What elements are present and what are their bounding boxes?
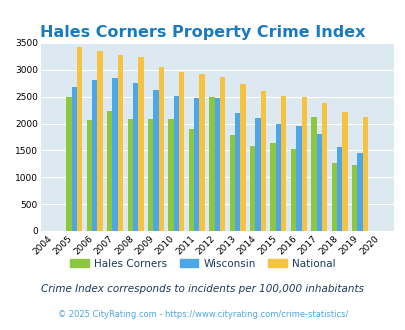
Bar: [158, 67, 164, 231]
Bar: [220, 77, 225, 231]
Bar: [240, 84, 245, 231]
Bar: [199, 74, 204, 231]
Bar: [301, 97, 306, 231]
Bar: [341, 112, 347, 231]
Bar: [107, 111, 112, 231]
Bar: [255, 118, 260, 231]
Bar: [168, 119, 173, 231]
Bar: [127, 119, 132, 231]
Bar: [66, 97, 71, 231]
Bar: [77, 47, 82, 231]
Bar: [153, 90, 158, 231]
Bar: [97, 51, 102, 231]
Bar: [356, 152, 362, 231]
Bar: [311, 117, 316, 231]
Bar: [194, 98, 199, 231]
Text: Hales Corners Property Crime Index: Hales Corners Property Crime Index: [40, 25, 365, 41]
Bar: [290, 149, 296, 231]
Bar: [270, 144, 275, 231]
Bar: [132, 83, 138, 231]
Bar: [275, 123, 280, 231]
Bar: [331, 163, 336, 231]
Bar: [173, 96, 179, 231]
Bar: [138, 57, 143, 231]
Legend: Hales Corners, Wisconsin, National: Hales Corners, Wisconsin, National: [66, 254, 339, 273]
Bar: [179, 72, 184, 231]
Bar: [188, 129, 194, 231]
Bar: [112, 78, 117, 231]
Bar: [148, 119, 153, 231]
Bar: [234, 113, 240, 231]
Bar: [87, 120, 92, 231]
Bar: [209, 97, 214, 231]
Bar: [280, 96, 286, 231]
Text: © 2025 CityRating.com - https://www.cityrating.com/crime-statistics/: © 2025 CityRating.com - https://www.city…: [58, 310, 347, 319]
Bar: [351, 165, 356, 231]
Bar: [362, 117, 367, 231]
Bar: [214, 98, 220, 231]
Bar: [117, 55, 123, 231]
Bar: [336, 147, 341, 231]
Bar: [249, 146, 255, 231]
Bar: [316, 134, 321, 231]
Bar: [260, 91, 265, 231]
Bar: [296, 126, 301, 231]
Text: Crime Index corresponds to incidents per 100,000 inhabitants: Crime Index corresponds to incidents per…: [41, 284, 364, 294]
Bar: [229, 135, 234, 231]
Bar: [92, 80, 97, 231]
Bar: [321, 103, 326, 231]
Bar: [71, 87, 77, 231]
